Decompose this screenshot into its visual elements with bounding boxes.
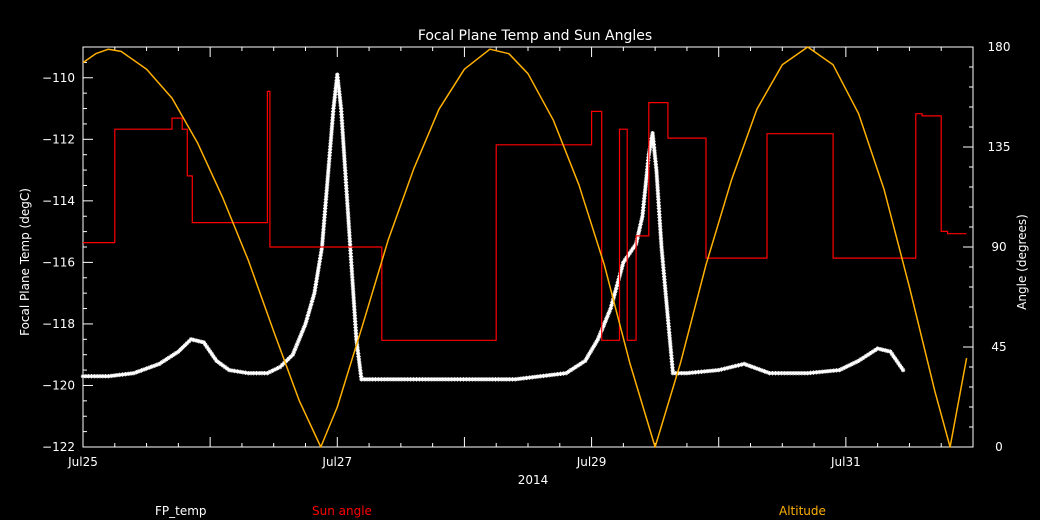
x-tick-label: Jul27 [321, 455, 352, 469]
y-right-tick-label: 0 [995, 440, 1003, 454]
y-left-tick-label: −120 [42, 378, 75, 392]
left-axis-label: Focal Plane Temp (degC) [18, 188, 32, 336]
legend-fp-temp: FP_temp [155, 504, 207, 518]
x-tick-label: Jul25 [67, 455, 98, 469]
legend-altitude: Altitude [779, 504, 826, 518]
y-left-tick-label: −110 [42, 71, 75, 85]
y-left-tick-label: −112 [42, 132, 75, 146]
y-right-tick-label: 90 [991, 240, 1006, 254]
legend-sun-angle: Sun angle [312, 504, 372, 518]
y-right-tick-label: 180 [988, 40, 1011, 54]
plot-area: Jul25 Jul27 Jul29 Jul31 −110 −112 −114 −116 −118… [42, 40, 1010, 469]
y-right-tick-label: 135 [988, 140, 1011, 154]
series-altitude [82, 46, 968, 448]
y-right-tick-label: 45 [991, 340, 1006, 354]
y-left-tick-label: −114 [42, 194, 75, 208]
y-left-tick-label: −116 [42, 255, 75, 269]
x-tick-label: Jul29 [576, 455, 607, 469]
right-axis-label: Angle (degrees) [1015, 214, 1029, 310]
series-sun-angle [83, 90, 967, 341]
x-tick-label: Jul31 [830, 455, 861, 469]
x-axis-label: 2014 [518, 473, 549, 487]
chart-title: Focal Plane Temp and Sun Angles [418, 28, 652, 44]
y-left-tick-label: −122 [42, 440, 75, 454]
y-left-tick-label: −118 [42, 317, 75, 331]
